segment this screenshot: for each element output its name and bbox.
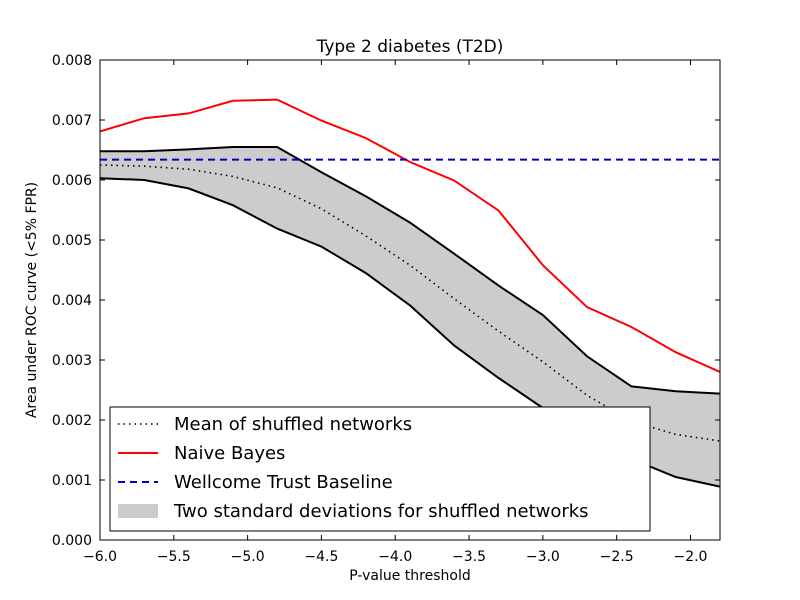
legend-label: Two standard deviations for shuffled net… [173,501,589,522]
y-tick-label: 0.002 [52,413,92,429]
x-tick-label: −2.5 [600,549,634,565]
legend-box [109,406,651,532]
y-tick-label: 0.006 [52,173,92,189]
y-tick-label: 0.003 [52,353,92,369]
std-band-upper-line [100,146,720,395]
y-tick-label: 0.001 [52,473,92,489]
x-axis-title: P-value threshold [349,568,470,584]
x-tick-label: −4.0 [378,549,412,565]
legend: Mean of shuffled networks Naive Bayes Well… [109,406,651,532]
x-tick-label: −5.0 [231,549,265,565]
legend-label: Wellcome Trust Baseline [174,472,393,493]
x-tick-label: −5.5 [157,549,191,565]
legend-mean-shuffled: Mean of shuffled networks [118,414,412,435]
legend-label: Naive Bayes [174,443,285,464]
y-tick-label: 0.005 [52,233,92,249]
x-tick-label: −3.0 [526,549,560,565]
y-tick-label: 0.007 [52,113,92,129]
chart-title: Type 2 diabetes (T2D) [316,37,504,57]
legend-swatch [118,504,158,518]
x-tick-label: −6.0 [83,549,117,565]
legend-std-band: Two standard deviations for shuffled net… [118,501,589,522]
y-tick-label: 0.000 [52,533,92,549]
x-tick-label: −3.5 [452,549,486,565]
y-tick-label: 0.004 [52,293,92,309]
x-tick-label: −2.0 [673,549,707,565]
y-tick-label: 0.008 [52,53,92,69]
legend-wellcome-baseline: Wellcome Trust Baseline [118,472,393,493]
naive-bayes-line [100,98,720,373]
legend-label: Mean of shuffled networks [174,414,412,435]
x-tick-label: −4.5 [304,549,338,565]
axis-ticks: −6.0 −5.5 −5.0 −4.5 −4.0 −3.5 −3.0 −2.5 −2.0 0.00… [52,53,720,565]
y-axis-title: Area under ROC curve (<5% FPR) [24,182,40,418]
legend-naive-bayes: Naive Bayes [118,443,285,464]
std-band-fill [100,147,720,487]
